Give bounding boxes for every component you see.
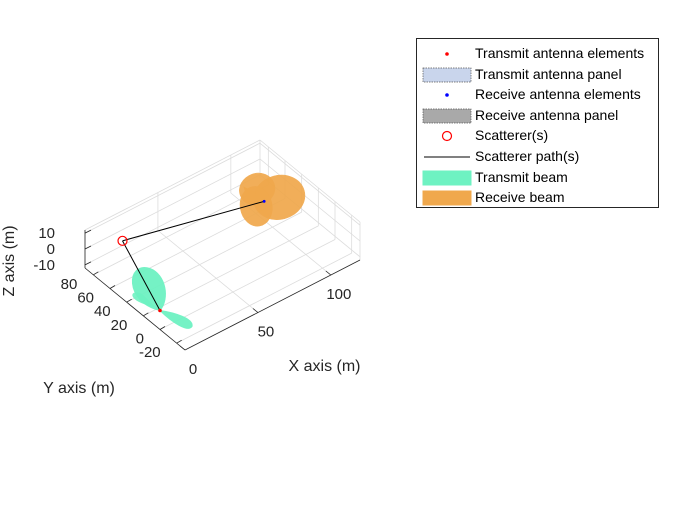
- legend-item: Transmit antenna elements: [417, 44, 658, 64]
- grid-line: [159, 239, 336, 330]
- scatterer-marker: [117, 235, 128, 246]
- z-tick-label: -10: [33, 257, 55, 274]
- x-axis-label: X axis (m): [289, 358, 361, 375]
- legend-label: Transmit beam: [475, 168, 568, 185]
- legend-circle: [441, 131, 453, 142]
- legend-item: Transmit antenna panel: [417, 65, 658, 85]
- transmit-beam-side-lobe: [132, 292, 156, 308]
- scatterer-path-tx: [122, 240, 161, 311]
- legend-patch: [422, 190, 472, 206]
- grid-line: [84, 142, 261, 234]
- y-tick-mark: [126, 298, 132, 303]
- y-tick-label: 80: [61, 276, 78, 293]
- legend-label: Receive beam: [475, 189, 565, 206]
- transmit-element-marker: [158, 308, 162, 313]
- x-tick-mark: [325, 270, 332, 276]
- legend-item: Scatterer path(s): [417, 147, 658, 167]
- legend-label: Receive antenna elements: [475, 86, 641, 103]
- grid-line: [93, 184, 269, 276]
- grid-line: [157, 230, 259, 313]
- grid-line: [259, 139, 361, 223]
- legend-dot: [445, 93, 449, 97]
- legend-item: Receive beam: [417, 188, 658, 208]
- y-tick-mark: [109, 285, 116, 289]
- z-tick-mark: [84, 261, 92, 266]
- legend-symbol: [424, 156, 470, 158]
- y-tick-mark: [93, 271, 99, 276]
- legend-label: Scatterer(s): [475, 127, 549, 144]
- y-tick-label: 20: [111, 317, 128, 334]
- path-layer: [117, 199, 266, 313]
- legend-item: Receive antenna elements: [417, 85, 658, 105]
- y-tick-mark: [159, 326, 166, 330]
- legend-symbol: [422, 190, 472, 206]
- beam-layer: [131, 172, 306, 329]
- legend-patch: [422, 67, 472, 82]
- x-tick-label: 0: [189, 361, 197, 378]
- legend-item: Receive antenna panel: [417, 106, 658, 126]
- legend-symbol: [441, 131, 453, 142]
- grid-line: [84, 158, 261, 250]
- grid-line: [176, 252, 352, 344]
- y-tick-label: -20: [139, 344, 161, 361]
- z-axis-label: Z axis (m): [1, 225, 18, 296]
- legend-item: Transmit beam: [417, 168, 658, 188]
- x-tick-label: 50: [258, 324, 275, 341]
- y-tick-label: 40: [94, 303, 111, 320]
- axis-layer: [84, 229, 361, 351]
- legend-patch: [422, 170, 472, 186]
- x-tick-label: 100: [326, 286, 351, 303]
- transmit-beam-back-lobe: [158, 309, 193, 329]
- y-tick-mark: [176, 339, 182, 344]
- legend-symbol: [422, 170, 472, 186]
- grid-line: [143, 225, 319, 317]
- legend-item: Scatterer(s): [417, 126, 658, 146]
- scatterer-path-rx: [122, 200, 265, 242]
- legend: Transmit antenna elements Transmit antenn…: [416, 38, 659, 208]
- legend-symbol: [422, 67, 472, 82]
- y-axis-line: [84, 267, 186, 351]
- z-tick-label: 0: [47, 241, 55, 258]
- y-axis-label: Y axis (m): [43, 380, 115, 397]
- legend-dot: [445, 52, 449, 56]
- z-tick-mark: [84, 245, 92, 250]
- grid-line: [84, 139, 261, 231]
- z-tick-mark: [84, 229, 92, 234]
- receive-beam-notch: [243, 186, 257, 207]
- legend-symbol: [422, 108, 472, 124]
- legend-label: Receive antenna panel: [475, 106, 619, 123]
- grid-line: [84, 174, 261, 266]
- legend-symbol: [445, 52, 449, 56]
- legend-label: Transmit antenna panel: [475, 65, 622, 82]
- legend-label: Transmit antenna elements: [475, 45, 645, 61]
- x-tick-mark: [179, 345, 186, 351]
- y-tick-label: 0: [136, 331, 144, 348]
- legend-symbol: [445, 93, 449, 97]
- grid-line: [259, 158, 361, 242]
- legend-patch: [422, 108, 472, 124]
- z-tick-label: 10: [38, 225, 55, 242]
- x-tick-mark: [252, 308, 259, 313]
- grid-line: [259, 142, 361, 226]
- y-tick-mark: [143, 312, 149, 317]
- receive-element-marker: [262, 199, 266, 203]
- y-tick-label: 60: [77, 290, 94, 307]
- legend-label: Scatterer path(s): [475, 148, 580, 164]
